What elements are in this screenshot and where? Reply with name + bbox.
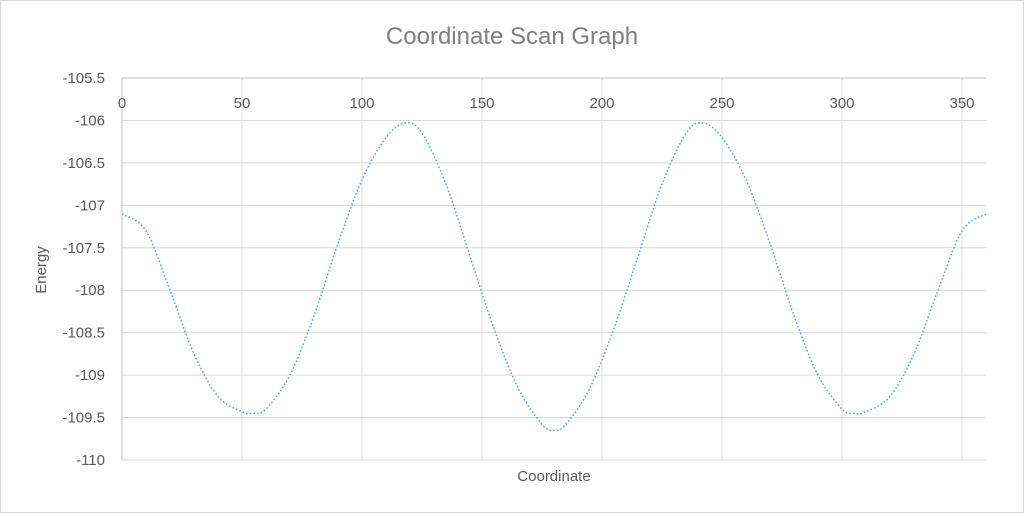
chart-title: Coordinate Scan Graph — [386, 23, 638, 50]
y-tick-label: -108 — [75, 282, 105, 299]
x-tick-label: 0 — [118, 95, 126, 112]
y-tick-label: -107.5 — [62, 240, 105, 257]
y-tick-label: -109.5 — [62, 410, 105, 427]
x-tick-label: 100 — [349, 95, 374, 112]
x-tick-label: 200 — [589, 95, 614, 112]
x-tick-label: 250 — [709, 95, 734, 112]
x-tick-label: 50 — [234, 95, 251, 112]
series-layer — [121, 122, 987, 432]
y-axis-title: Energy — [33, 246, 50, 294]
axes — [121, 77, 986, 460]
y-tick-label: -110 — [76, 452, 105, 469]
y-tick-label: -109 — [75, 367, 105, 384]
x-tick-label: 300 — [829, 95, 854, 112]
y-tick-label: -105.5 — [62, 70, 105, 87]
y-tick-label: -106.5 — [62, 155, 105, 172]
energy-series-line — [121, 122, 987, 432]
gridlines — [121, 77, 986, 461]
y-tick-label: -106 — [75, 112, 105, 129]
x-tick-label: 150 — [469, 95, 494, 112]
y-tick-label: -108.5 — [62, 325, 105, 342]
y-tick-label: -107 — [75, 197, 105, 214]
tick-labels: -105.5 -106 -106.5 -107 -107.5 -108 -108.5 -109… — [62, 70, 974, 469]
x-tick-label: 350 — [949, 95, 974, 112]
x-axis-title: Coordinate — [517, 468, 590, 485]
